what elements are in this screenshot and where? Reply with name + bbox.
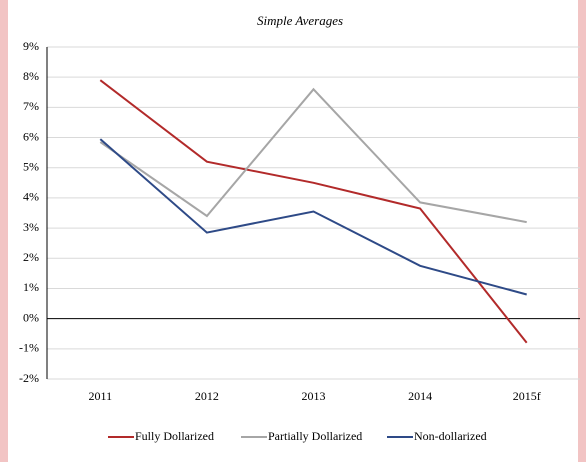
y-tick-label: -2% xyxy=(19,371,39,385)
y-tick-label: 4% xyxy=(23,190,39,204)
x-tick-label: 2011 xyxy=(89,389,113,403)
y-tick-label: 2% xyxy=(23,250,39,264)
x-tick-label: 2012 xyxy=(195,389,219,403)
y-tick-label: 6% xyxy=(23,129,39,143)
x-tick-label: 2015f xyxy=(513,389,541,403)
y-tick-label: 0% xyxy=(23,310,39,324)
x-tick-label: 2013 xyxy=(302,389,326,403)
legend-label: Non-dollarized xyxy=(414,429,487,443)
series-line xyxy=(99,79,528,344)
y-tick-label: 5% xyxy=(23,159,39,173)
series-line xyxy=(99,87,527,224)
series-line xyxy=(99,138,527,296)
y-tick-label: -1% xyxy=(19,341,39,355)
y-tick-label: 1% xyxy=(23,280,39,294)
legend-label: Partially Dollarized xyxy=(268,429,362,443)
y-tick-label: 8% xyxy=(23,69,39,83)
y-tick-label: 3% xyxy=(23,220,39,234)
y-tick-label: 7% xyxy=(23,99,39,113)
x-tick-label: 2014 xyxy=(408,389,432,403)
chart-title: Simple Averages xyxy=(257,13,343,28)
y-tick-label: 9% xyxy=(23,39,39,53)
legend-label: Fully Dollarized xyxy=(135,429,214,443)
